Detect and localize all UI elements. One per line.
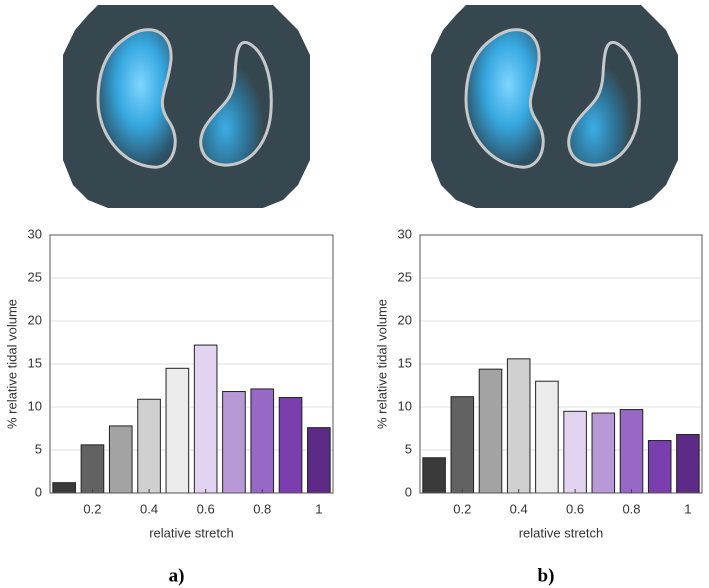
bar [676, 434, 700, 494]
y-axis-label: % relative tidal volume [374, 299, 389, 429]
axes-frame [49, 234, 334, 494]
y-tick-label: 20 [28, 312, 42, 327]
y-tick-label: 30 [28, 226, 42, 241]
bar [165, 367, 190, 494]
bar [52, 482, 76, 494]
bar [137, 398, 161, 494]
bar [506, 358, 531, 494]
caption: a) [169, 565, 185, 586]
x-tick-label: 0.4 [510, 501, 528, 516]
x-tick-label: 1 [684, 501, 691, 516]
bar [108, 425, 133, 494]
y-tick-label: 0 [405, 484, 412, 499]
bar [535, 380, 559, 494]
y-tick-label: 0 [35, 484, 42, 499]
y-tick-label: 15 [398, 355, 412, 370]
bar [278, 397, 303, 494]
bar [647, 440, 672, 494]
bar [193, 344, 218, 494]
x-tick-label: 0.6 [566, 501, 584, 516]
y-axis-label: % relative tidal volume [4, 299, 19, 429]
x-axis-label: relative stretch [519, 525, 604, 540]
bar [250, 388, 275, 494]
x-tick-label: 1 [315, 501, 322, 516]
bar [478, 368, 503, 494]
bar [422, 457, 446, 494]
y-tick-label: 30 [398, 226, 412, 241]
bar [222, 391, 246, 494]
y-tick-label: 25 [28, 269, 42, 284]
y-tick-label: 10 [28, 398, 42, 413]
bar [591, 412, 616, 494]
eit-image [429, 3, 680, 210]
x-tick-label: 0.8 [622, 501, 640, 516]
y-tick-label: 10 [398, 398, 412, 413]
y-tick-label: 5 [405, 441, 412, 456]
x-axis-label: relative stretch [149, 525, 234, 540]
caption: b) [538, 565, 555, 586]
x-tick-label: 0.8 [253, 501, 271, 516]
y-tick-label: 5 [35, 441, 42, 456]
y-tick-label: 25 [398, 269, 412, 284]
y-tick-label: 20 [398, 312, 412, 327]
bar [80, 444, 105, 494]
axes-frame [419, 234, 703, 494]
eit-image [61, 3, 312, 210]
x-tick-label: 0.2 [453, 501, 471, 516]
x-tick-label: 0.4 [140, 501, 158, 516]
bar [450, 396, 475, 494]
x-tick-label: 0.6 [197, 501, 215, 516]
bar [563, 410, 587, 494]
bar [619, 409, 644, 494]
y-tick-label: 15 [28, 355, 42, 370]
bar [307, 427, 331, 494]
x-tick-label: 0.2 [83, 501, 101, 516]
